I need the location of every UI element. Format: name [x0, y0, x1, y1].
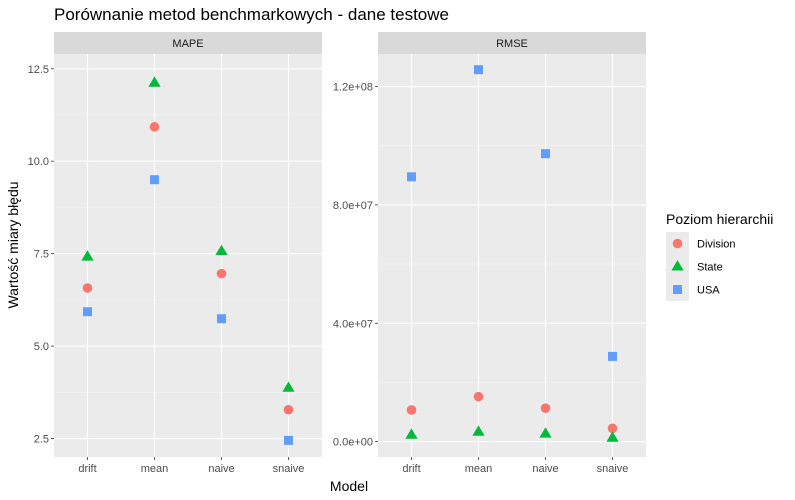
point-division-naive [540, 403, 551, 413]
point-state-drift [405, 428, 418, 439]
point-division-drift [82, 283, 93, 293]
x-tick-label: drift [78, 463, 96, 475]
legend-key-division [672, 238, 683, 249]
y-tick-label: 1.2e+08 [333, 82, 373, 94]
point-state-mean [148, 76, 161, 87]
point-state-snaive [606, 431, 619, 442]
y-tick-label: 4.0e+07 [333, 318, 373, 330]
legend-label: Division [697, 239, 736, 251]
legend-key-usa [673, 285, 682, 294]
panel-background [54, 54, 322, 457]
point-state-mean [472, 425, 485, 436]
y-tick-label: 7.5 [34, 249, 49, 261]
y-tick-label: 12.5 [28, 64, 49, 76]
point-usa-mean [150, 175, 159, 185]
y-tick-label: 8.0e+07 [333, 200, 373, 212]
panels: MAPE 2.5 5.0 7.5 10.0 12.5 drift mean naive snaiv… [28, 32, 646, 475]
point-usa-drift [407, 172, 416, 182]
legend-title: Poziom hierarchii [666, 211, 773, 227]
legend-label: State [697, 262, 723, 274]
point-usa-mean [474, 65, 483, 75]
panel-background [378, 54, 646, 457]
point-division-snaive [607, 423, 618, 434]
legend-label: USA [697, 285, 720, 297]
point-division-mean [149, 122, 160, 132]
point-state-snaive [282, 381, 295, 392]
point-usa-snaive [284, 435, 293, 445]
panel-mape: MAPE 2.5 5.0 7.5 10.0 12.5 drift mean naive snaiv… [28, 32, 322, 475]
x-tick-label: naive [532, 463, 558, 475]
x-tick-label: mean [465, 463, 493, 475]
panel-rmse: RMSE 0.0e+00 4.0e+07 8.0e+07 1.2e+08 drift mea… [333, 32, 646, 475]
facet-strip [54, 32, 322, 54]
x-tick-label: snaive [597, 463, 629, 475]
facet-strip-label: MAPE [172, 38, 203, 50]
point-usa-naive [541, 149, 550, 159]
x-tick-label: naive [208, 463, 234, 475]
y-tick-label: 0.0e+00 [333, 437, 373, 449]
facet-strip [378, 32, 646, 54]
point-usa-naive [217, 314, 226, 324]
point-division-naive [216, 268, 227, 279]
point-usa-drift [83, 307, 92, 317]
legend-key-state [671, 260, 684, 271]
x-tick-label: mean [141, 463, 169, 475]
point-state-drift [81, 250, 94, 261]
point-state-naive [215, 244, 228, 255]
x-tick-label: drift [402, 463, 420, 475]
x-axis-title: Model [330, 478, 368, 494]
chart-title: Porównanie metod benchmarkowych - dane t… [54, 5, 449, 24]
point-division-mean [473, 391, 484, 402]
x-tick-label: snaive [273, 463, 305, 475]
point-division-snaive [283, 404, 294, 415]
point-state-naive [539, 427, 552, 438]
y-tick-label: 5.0 [34, 341, 49, 353]
y-axis-title: Wartość miary błędu [5, 181, 21, 308]
facet-strip-label: RMSE [496, 38, 528, 50]
y-tick-label: 2.5 [34, 434, 49, 446]
point-usa-snaive [608, 351, 617, 361]
legend: Poziom hierarchii Division State USA [666, 211, 773, 301]
point-division-drift [406, 405, 417, 415]
y-tick-label: 10.0 [28, 156, 49, 168]
